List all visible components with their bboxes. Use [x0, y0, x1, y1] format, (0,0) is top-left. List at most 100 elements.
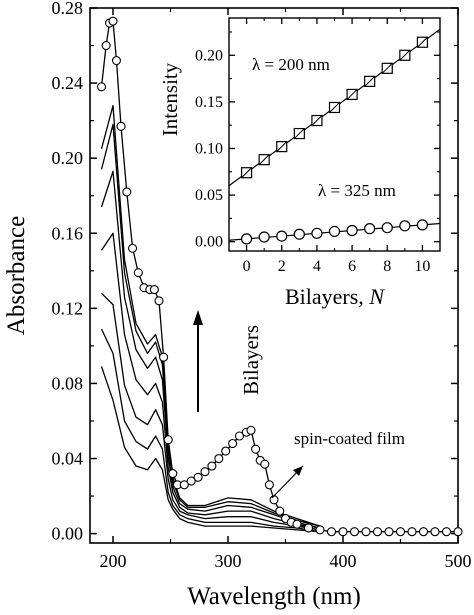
main-y-tick-label: 0.12 — [52, 298, 84, 318]
spin-coated-point — [179, 480, 189, 490]
spin-coated-point — [168, 468, 178, 479]
circle-marker — [381, 222, 393, 234]
spin-coated-point — [361, 527, 371, 537]
inset-x-tick-label: 8 — [383, 258, 391, 275]
circle-marker — [328, 225, 341, 238]
circle-marker — [276, 230, 288, 242]
spin-coated-point — [200, 467, 210, 477]
series-2-line — [100, 328, 321, 533]
annotations: Bilayers spin-coated film — [193, 310, 405, 499]
series-6-line — [100, 123, 321, 527]
square-marker-fit-cross — [364, 76, 376, 87]
spin-coated-point — [111, 56, 121, 66]
main-chart: 200 300 400 500 0.00 0.04 0.08 0.12 0.16 0.20 0.24… — [3, 0, 472, 610]
spin-coated-arrow-head — [293, 466, 303, 476]
bilayers-arrow-head — [193, 310, 203, 325]
main-y-tick-label: 0.24 — [52, 73, 84, 93]
spin-coated-point — [303, 523, 314, 533]
main-y-tick-label: 0.28 — [52, 0, 84, 18]
spin-coated-point — [372, 527, 383, 537]
spin-coated-point — [326, 527, 337, 537]
main-x-tick-label: 300 — [215, 551, 242, 571]
spin-coated-point — [275, 506, 285, 516]
main-ticks: 200 300 400 500 0.00 0.04 0.08 0.12 0.16 0.20 0.24… — [52, 0, 472, 571]
circle-marker — [240, 233, 253, 245]
bilayers-annotation: Bilayers — [239, 325, 263, 395]
spin-coated-point — [228, 438, 238, 449]
inset-x-label-variable: N — [368, 284, 385, 309]
series-label-200nm: λ = 200 nm — [252, 55, 330, 74]
spin-coated-point — [292, 519, 302, 529]
inset-y-tick-label: 0.05 — [195, 187, 223, 204]
spin-coated-annotation: spin-coated film — [294, 429, 405, 448]
spin-coated-point — [193, 472, 203, 482]
main-plot-frame — [89, 7, 459, 544]
series-label-325nm: λ = 325 nm — [318, 181, 396, 200]
square-marker-fit-cross — [258, 154, 270, 166]
inset-x-tick-label: 6 — [348, 258, 356, 275]
square-marker-fit-cross — [276, 141, 288, 152]
spin-coated-point — [149, 285, 159, 295]
spin-coated-point — [221, 446, 231, 456]
main-y-axis-label: Absorbance — [3, 216, 30, 335]
spin-coated-point — [101, 40, 111, 51]
square-marker-fit-cross — [329, 102, 340, 113]
inset-y-axis-label: Intensity — [158, 62, 182, 136]
spin-coated-point — [214, 453, 224, 464]
main-y-tick-label: 0.20 — [52, 148, 84, 168]
circle-marker — [416, 219, 429, 231]
main-y-tick-label: 0.04 — [52, 449, 84, 469]
spin-coated-point — [128, 243, 138, 253]
main-x-tick-label: 500 — [445, 551, 472, 571]
inset-y-tick-label: 0.10 — [195, 140, 223, 157]
spin-coated-point — [264, 480, 274, 490]
spin-coated-point — [122, 187, 132, 197]
circle-marker — [258, 231, 270, 243]
spin-coated-point — [407, 527, 417, 537]
spin-coated-point — [315, 525, 325, 535]
spin-coated-point — [260, 459, 270, 469]
main-x-axis-label: Wavelength (nm) — [187, 583, 361, 610]
spin-coated-point — [418, 527, 429, 537]
spin-coated-point — [338, 527, 348, 537]
square-marker-fit-cross — [399, 49, 411, 61]
inset-y-tick-label: 0.00 — [195, 234, 223, 251]
main-x-tick-label: 200 — [100, 551, 127, 571]
series-4-line — [100, 232, 321, 529]
spin-coated-point — [154, 296, 164, 306]
spin-coated-point — [453, 527, 463, 537]
series-3-line — [101, 292, 321, 531]
spin-coated-point — [186, 476, 196, 486]
circle-marker — [399, 220, 411, 232]
series-1-line — [100, 366, 321, 533]
spin-coated-point — [96, 82, 107, 92]
inset-y-tick-label: 0.15 — [195, 94, 223, 111]
square-marker-fit-cross — [293, 128, 305, 139]
spin-coated-point — [395, 527, 406, 537]
main-x-tick-label: 400 — [330, 551, 357, 571]
inset-x-tick-label: 0 — [243, 258, 251, 275]
inset-x-tick-label: 2 — [278, 258, 286, 275]
square-marker-fit-cross — [241, 167, 252, 179]
spin-coated-point — [234, 431, 245, 441]
square-marker-fit-cross — [346, 89, 358, 100]
spin-coated-point — [269, 495, 279, 505]
square-marker-fit-cross — [381, 62, 393, 74]
circle-marker — [364, 223, 376, 235]
spin-coated-point — [384, 527, 394, 537]
spin-coated-point — [133, 268, 143, 278]
spin-coated-point — [163, 435, 173, 445]
inset-chart: 0 2 4 6 8 100.000.050.100.150.20 Bilayers, N … — [158, 17, 441, 309]
square-marker-fit-cross — [417, 36, 428, 48]
spin-coated-point — [108, 16, 118, 26]
main-y-tick-label: 0.00 — [52, 524, 84, 544]
circle-marker — [346, 224, 358, 237]
spin-coated-point — [116, 121, 126, 131]
square-marker-fit-cross — [311, 115, 323, 126]
main-y-tick-label: 0.16 — [52, 223, 84, 243]
spin-coated-point — [441, 527, 452, 537]
circle-marker — [293, 228, 305, 240]
spin-coated-point — [159, 352, 169, 362]
spin-coated-point — [349, 527, 360, 537]
main-markers — [96, 16, 463, 537]
